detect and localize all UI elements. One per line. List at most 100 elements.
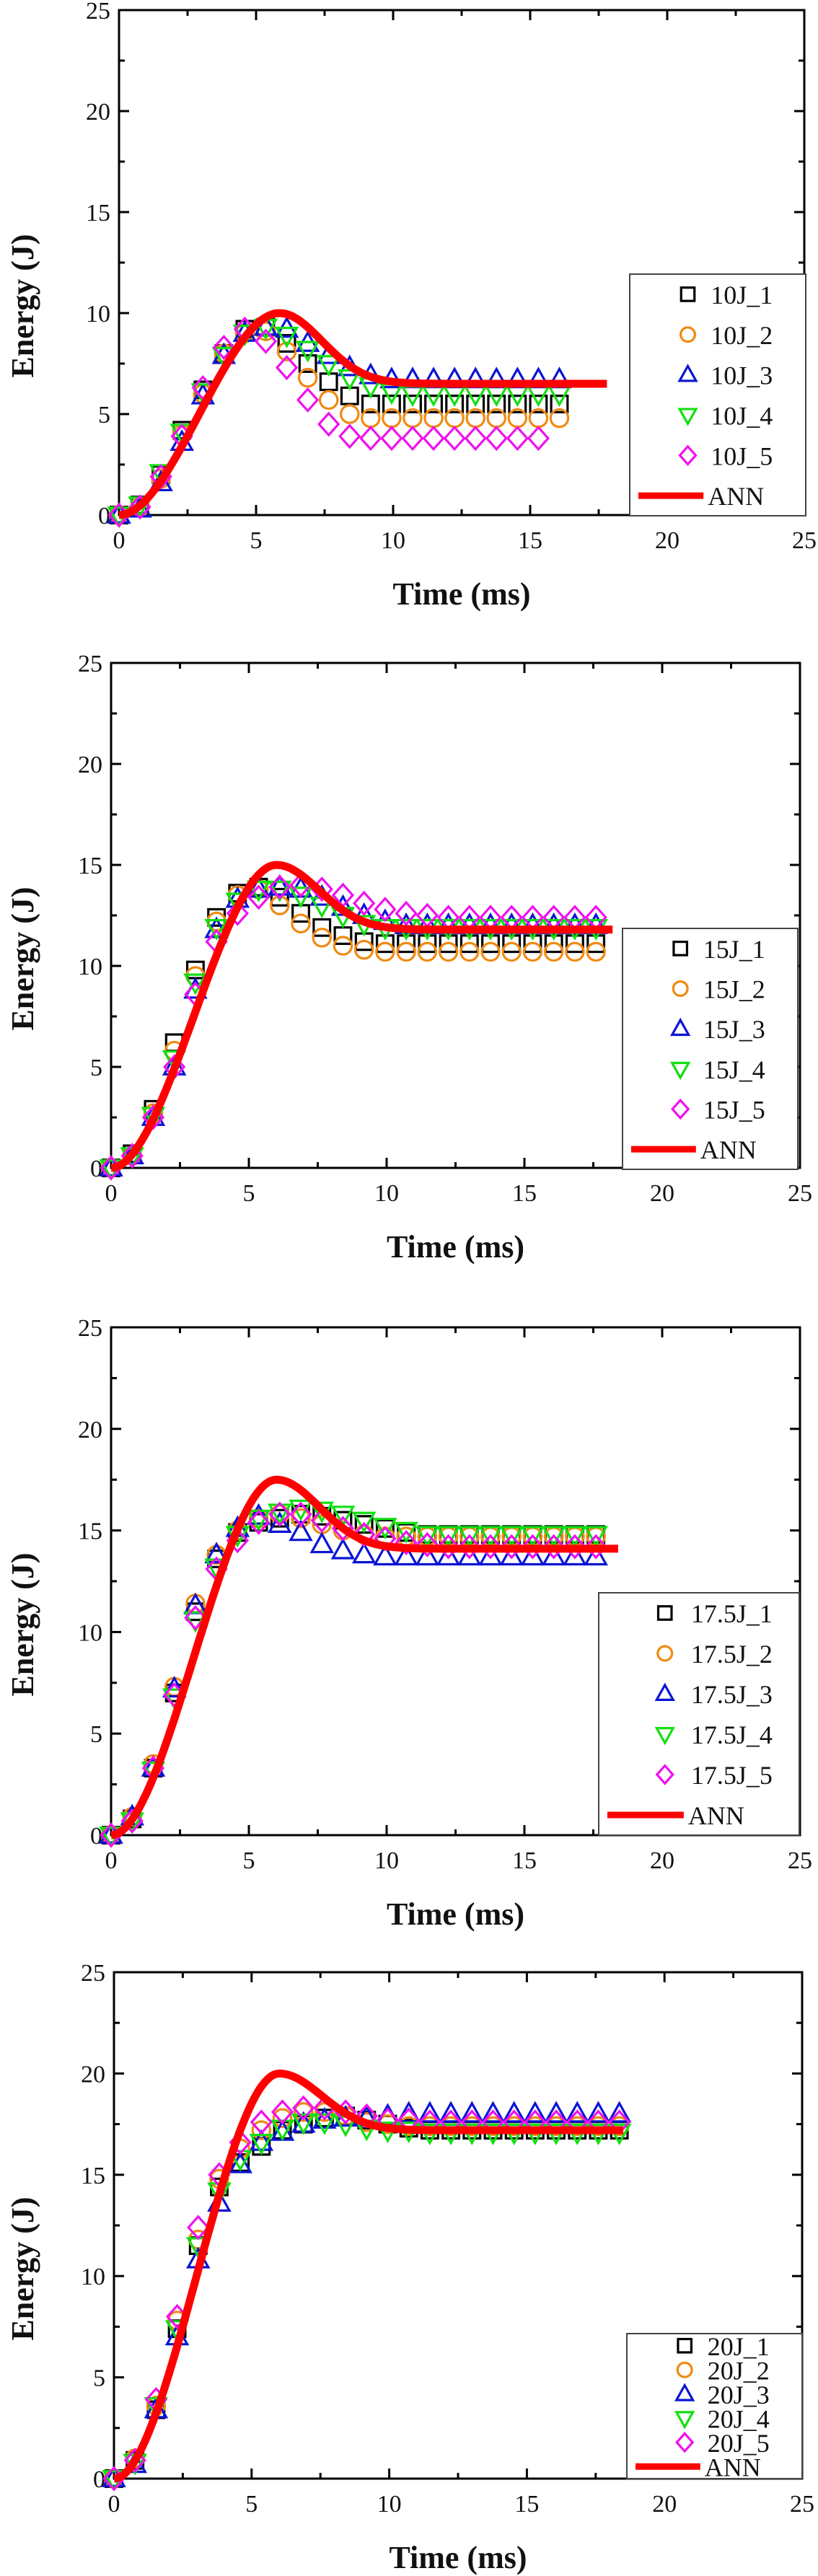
legend-label: 20J_4 bbox=[708, 2404, 770, 2433]
series-20J_1 bbox=[105, 2106, 629, 2488]
x-tick-label: 10 bbox=[377, 2491, 402, 2518]
y-tick-label: 5 bbox=[93, 2365, 105, 2392]
legend-marker-icon bbox=[672, 980, 689, 997]
data-point bbox=[607, 2101, 632, 2123]
legend-marker-icon bbox=[674, 2411, 695, 2430]
data-point bbox=[120, 1808, 144, 1834]
legend-marker-icon bbox=[655, 1764, 674, 1785]
data-point bbox=[268, 874, 292, 896]
data-point bbox=[523, 2101, 547, 2123]
x-tick-label: 5 bbox=[250, 527, 263, 554]
data-point bbox=[353, 890, 376, 916]
legend-marker-icon bbox=[656, 1605, 673, 1621]
y-tick-label: 15 bbox=[78, 853, 102, 879]
data-point bbox=[312, 918, 332, 937]
data-point bbox=[527, 426, 550, 452]
data-point bbox=[543, 941, 564, 962]
series-10J_1 bbox=[110, 317, 569, 524]
data-point bbox=[246, 876, 271, 898]
data-point bbox=[270, 2119, 295, 2142]
data-point bbox=[340, 404, 360, 424]
legend-label: 10J_2 bbox=[711, 321, 773, 350]
data-point bbox=[276, 341, 297, 361]
x-tick-label: 15 bbox=[512, 1847, 537, 1874]
y-tick-label: 10 bbox=[78, 1619, 102, 1646]
legend-label: 10J_5 bbox=[711, 441, 773, 470]
data-point bbox=[274, 326, 299, 348]
data-point bbox=[542, 1534, 566, 1560]
legend-marker-icon bbox=[670, 1017, 691, 1037]
y-tick-label: 25 bbox=[81, 1960, 105, 1987]
data-point bbox=[247, 884, 271, 910]
data-point bbox=[373, 1544, 397, 1566]
data-point bbox=[422, 426, 445, 452]
data-point bbox=[271, 2099, 294, 2125]
data-point bbox=[418, 934, 437, 954]
legend-label: 10J_4 bbox=[711, 401, 773, 430]
legend-marker-icon bbox=[654, 1727, 675, 1746]
data-point bbox=[479, 1534, 502, 1560]
data-point bbox=[330, 1537, 356, 1560]
data-point bbox=[333, 936, 353, 956]
series-20J_2 bbox=[104, 2102, 630, 2489]
y-tick-label: 25 bbox=[86, 0, 110, 25]
legend-label: 15J_5 bbox=[703, 1096, 765, 1125]
y-tick-label: 25 bbox=[78, 651, 102, 677]
data-point bbox=[459, 941, 480, 962]
x-tick-label: 25 bbox=[788, 1847, 812, 1874]
data-point bbox=[443, 426, 466, 452]
y-tick-label: 15 bbox=[86, 200, 110, 227]
x-tick-label: 25 bbox=[788, 1180, 812, 1207]
data-point bbox=[250, 2109, 273, 2135]
x-axis-title: Time (ms) bbox=[387, 1896, 524, 1932]
legend-label: 20J_2 bbox=[708, 2356, 770, 2385]
data-point bbox=[563, 1544, 587, 1566]
data-point bbox=[415, 1526, 440, 1548]
data-point bbox=[565, 2101, 590, 2123]
data-point bbox=[480, 941, 501, 962]
data-point bbox=[457, 1526, 482, 1548]
y-tick-label: 10 bbox=[86, 301, 110, 328]
legend-marker-icon bbox=[676, 2361, 693, 2378]
x-tick-label: 20 bbox=[650, 1180, 674, 1207]
data-point bbox=[272, 2108, 293, 2128]
data-point bbox=[183, 973, 208, 995]
legend-label: ANN bbox=[700, 1135, 757, 1164]
data-point bbox=[424, 395, 443, 413]
x-tick-label: 5 bbox=[243, 1847, 255, 1874]
data-point bbox=[544, 934, 563, 954]
data-point bbox=[268, 1511, 292, 1534]
y-tick-label: 0 bbox=[93, 2466, 105, 2493]
data-point bbox=[439, 934, 458, 954]
data-point bbox=[478, 1526, 503, 1548]
data-point bbox=[289, 1519, 313, 1542]
legend-box bbox=[629, 273, 806, 516]
x-tick-label: 0 bbox=[105, 1180, 118, 1207]
data-point bbox=[249, 2129, 274, 2151]
data-point bbox=[436, 1544, 461, 1566]
data-point bbox=[270, 887, 289, 907]
series-20J_4 bbox=[102, 2113, 632, 2492]
data-point bbox=[586, 941, 606, 962]
data-point bbox=[226, 900, 249, 926]
data-point bbox=[291, 913, 311, 933]
data-point bbox=[397, 934, 416, 954]
data-point bbox=[520, 1544, 545, 1566]
data-point bbox=[418, 2101, 442, 2123]
y-tick-label: 5 bbox=[90, 1055, 102, 1081]
y-tick-label: 20 bbox=[81, 2061, 105, 2088]
data-point bbox=[439, 2101, 463, 2123]
data-point bbox=[403, 395, 422, 413]
legend-label: 10J_1 bbox=[711, 281, 773, 309]
data-point bbox=[315, 2102, 335, 2122]
data-point bbox=[291, 1508, 311, 1529]
data-point bbox=[565, 941, 585, 962]
data-point bbox=[501, 2101, 527, 2123]
data-point bbox=[549, 408, 570, 428]
data-point bbox=[254, 328, 278, 354]
data-point bbox=[481, 934, 500, 954]
data-point bbox=[541, 1544, 566, 1566]
data-point bbox=[297, 367, 318, 388]
data-point bbox=[316, 355, 341, 377]
